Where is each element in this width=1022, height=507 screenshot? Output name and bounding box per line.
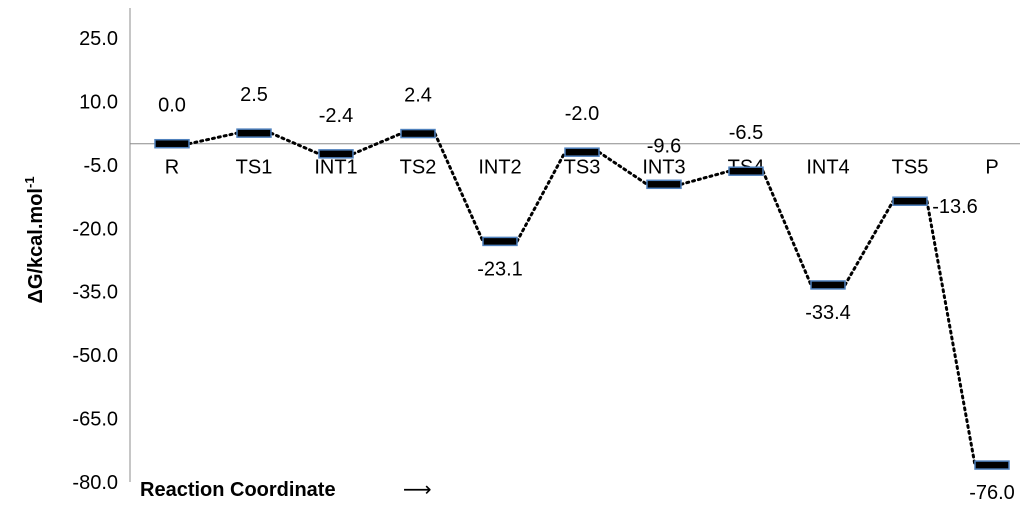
data-value-label: -76.0 [969, 482, 1015, 504]
y-tick-label: 10.0 [79, 91, 118, 113]
energy-level-bar [646, 179, 682, 190]
y-tick-label: 25.0 [79, 28, 118, 50]
energy-level-bar [564, 147, 600, 157]
category-label: TS5 [892, 157, 929, 179]
category-label: P [985, 157, 998, 179]
data-value-label: 2.4 [404, 85, 432, 107]
category-label: INT4 [806, 157, 849, 179]
category-label: INT1 [314, 157, 357, 179]
data-value-label: -2.4 [319, 105, 353, 127]
data-value-label: -6.5 [729, 122, 763, 144]
data-value-label: 2.5 [240, 84, 268, 106]
y-tick-label: -20.0 [72, 218, 118, 240]
energy-level-bar [400, 128, 436, 139]
category-label: INT2 [478, 157, 521, 179]
energy-level-bar [236, 128, 272, 138]
data-value-label: -9.6 [647, 135, 681, 157]
category-label: TS2 [400, 157, 437, 179]
energy-level-bar [974, 460, 1010, 470]
energy-levels [154, 128, 1010, 470]
category-label: R [165, 157, 179, 179]
energy-level-bar [810, 280, 846, 290]
y-axis-title: ΔG/kcal.mol-1 [22, 176, 47, 303]
data-value-label: -13.6 [932, 196, 978, 218]
y-tick-labels: 25.0 10.0 -5.0 -20.0 -35.0 -50.0 -65.0 -80.0 [72, 28, 118, 494]
y-tick-label: -35.0 [72, 282, 118, 304]
energy-level-bar [154, 138, 190, 149]
y-tick-label: -80.0 [72, 472, 118, 494]
energy-level-bar [482, 236, 518, 247]
data-value-label: 0.0 [158, 95, 186, 117]
category-labels: RTS1INT1TS2INT2TS3INT3TS4INT4TS5P [165, 157, 999, 179]
energy-level-bar [318, 149, 354, 159]
value-labels: 0.0 2.5 -2.4 2.4 -23.1 -2.0 -9.6 -6.5 -33.4 -13.6… [158, 84, 1015, 504]
data-value-label: -23.1 [477, 258, 523, 280]
data-value-label: -2.0 [565, 103, 599, 125]
x-axis-title: Reaction Coordinate [140, 479, 336, 501]
data-value-label: -33.4 [805, 302, 851, 324]
category-label: INT3 [642, 157, 685, 179]
x-axis-arrow: ⟶ [403, 479, 432, 501]
category-label: TS3 [564, 157, 601, 179]
y-tick-label: -50.0 [72, 345, 118, 367]
energy-level-bar [892, 196, 928, 206]
energy-level-bar [728, 166, 764, 176]
y-tick-label: -65.0 [72, 409, 118, 431]
category-label: TS1 [236, 157, 273, 179]
series-connector-line [187, 131, 977, 467]
y-tick-label: -5.0 [84, 155, 118, 177]
